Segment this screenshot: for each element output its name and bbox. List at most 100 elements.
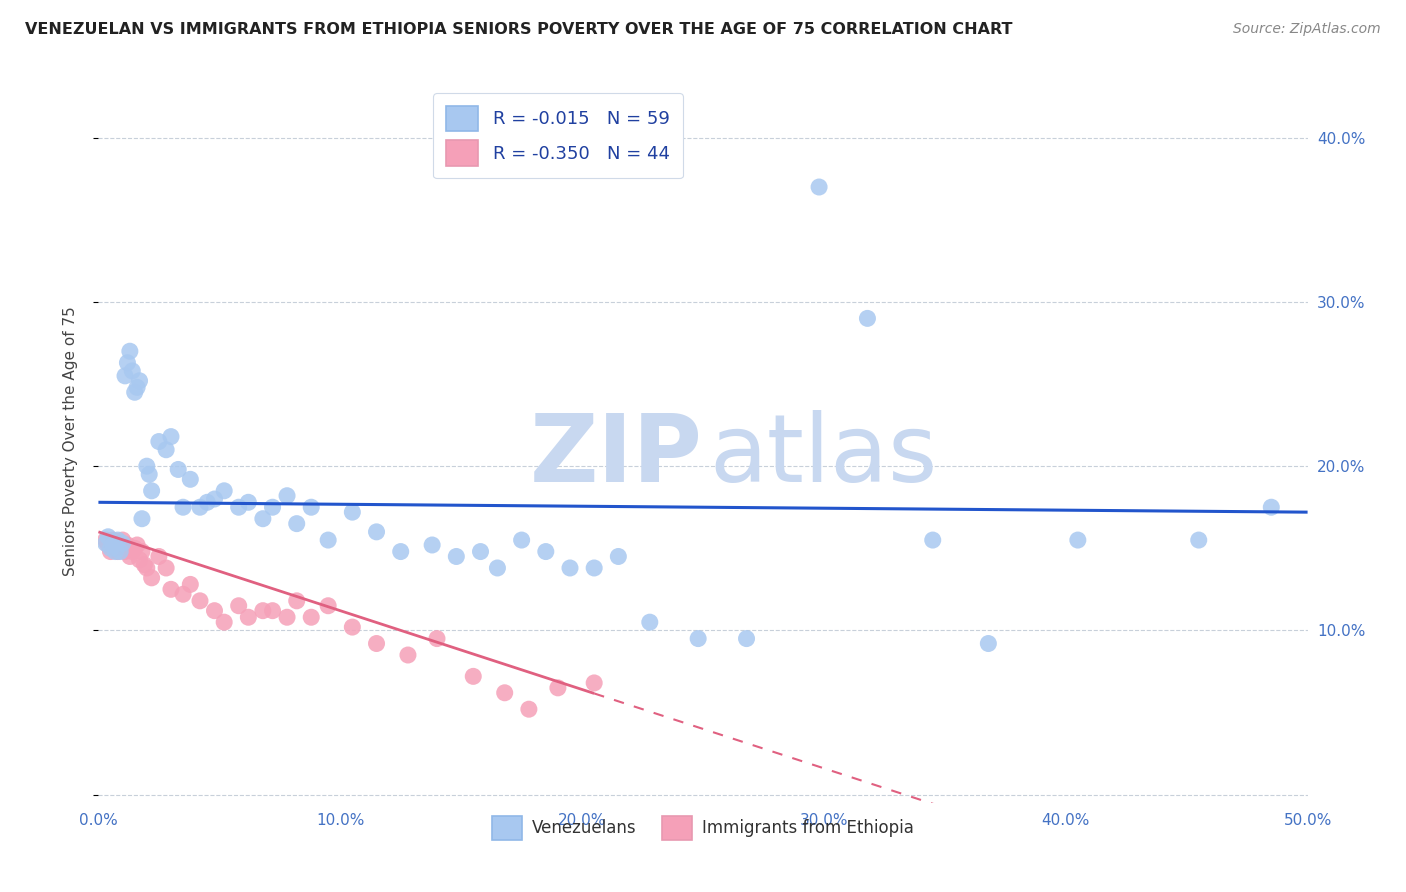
Point — [204, 604, 226, 618]
Point — [299, 610, 322, 624]
Point — [583, 561, 606, 575]
Point — [160, 429, 183, 443]
Point — [135, 459, 157, 474]
Point — [114, 368, 136, 383]
Point — [172, 500, 194, 515]
Point — [638, 615, 661, 630]
Point — [316, 533, 339, 547]
Point — [1188, 533, 1211, 547]
Point — [179, 472, 201, 486]
Point — [188, 594, 211, 608]
Point — [128, 374, 150, 388]
Point — [510, 533, 533, 547]
Point — [121, 364, 143, 378]
Point — [94, 536, 117, 550]
Point — [128, 553, 150, 567]
Text: VENEZUELAN VS IMMIGRANTS FROM ETHIOPIA SENIORS POVERTY OVER THE AGE OF 75 CORREL: VENEZUELAN VS IMMIGRANTS FROM ETHIOPIA S… — [25, 22, 1012, 37]
Point — [121, 544, 143, 558]
Point — [238, 610, 260, 624]
Point — [366, 636, 388, 650]
Point — [389, 544, 412, 558]
Point — [160, 582, 183, 597]
Point — [420, 538, 443, 552]
Point — [299, 500, 322, 515]
Point — [921, 533, 943, 547]
Point — [117, 356, 139, 370]
Point — [276, 610, 298, 624]
Point — [108, 538, 131, 552]
Point — [470, 544, 492, 558]
Point — [486, 561, 509, 575]
Point — [179, 577, 201, 591]
Point — [127, 538, 149, 552]
Point — [607, 549, 630, 564]
Point — [262, 604, 284, 618]
Point — [396, 648, 419, 662]
Point — [124, 385, 146, 400]
Point — [101, 533, 124, 547]
Text: atlas: atlas — [709, 410, 938, 502]
Point — [131, 512, 153, 526]
Point — [118, 549, 141, 564]
Point — [97, 530, 120, 544]
Point — [134, 558, 156, 572]
Point — [228, 599, 250, 613]
Point — [104, 541, 127, 556]
Point — [285, 516, 308, 531]
Point — [735, 632, 758, 646]
Point — [141, 483, 163, 498]
Point — [148, 434, 170, 449]
Point — [167, 462, 190, 476]
Point — [547, 681, 569, 695]
Point — [252, 604, 274, 618]
Text: Source: ZipAtlas.com: Source: ZipAtlas.com — [1233, 22, 1381, 37]
Y-axis label: Seniors Poverty Over the Age of 75: Seniors Poverty Over the Age of 75 — [63, 307, 77, 576]
Point — [117, 538, 139, 552]
Point — [583, 676, 606, 690]
Point — [118, 344, 141, 359]
Point — [104, 544, 127, 558]
Point — [172, 587, 194, 601]
Point — [463, 669, 485, 683]
Point — [517, 702, 540, 716]
Point — [285, 594, 308, 608]
Point — [446, 549, 468, 564]
Point — [127, 380, 149, 394]
Point — [101, 538, 124, 552]
Point — [1260, 500, 1282, 515]
Point — [131, 544, 153, 558]
Point — [342, 620, 364, 634]
Point — [107, 544, 129, 558]
Point — [204, 491, 226, 506]
Point — [262, 500, 284, 515]
Point — [94, 533, 117, 547]
Point — [856, 311, 879, 326]
Point — [141, 571, 163, 585]
Point — [124, 541, 146, 556]
Point — [252, 512, 274, 526]
Point — [97, 538, 120, 552]
Point — [558, 561, 581, 575]
Text: ZIP: ZIP — [530, 410, 703, 502]
Point — [138, 467, 160, 482]
Legend: Venezuelans, Immigrants from Ethiopia: Venezuelans, Immigrants from Ethiopia — [485, 810, 921, 847]
Point — [366, 524, 388, 539]
Point — [107, 533, 129, 547]
Point — [977, 636, 1000, 650]
Point — [100, 544, 122, 558]
Point — [426, 632, 449, 646]
Point — [342, 505, 364, 519]
Point — [148, 549, 170, 564]
Point — [688, 632, 710, 646]
Point — [1067, 533, 1090, 547]
Point — [238, 495, 260, 509]
Point — [808, 180, 831, 194]
Point — [316, 599, 339, 613]
Point — [155, 561, 177, 575]
Point — [534, 544, 557, 558]
Point — [108, 544, 131, 558]
Point — [494, 686, 516, 700]
Point — [114, 544, 136, 558]
Point — [155, 442, 177, 457]
Point — [111, 536, 134, 550]
